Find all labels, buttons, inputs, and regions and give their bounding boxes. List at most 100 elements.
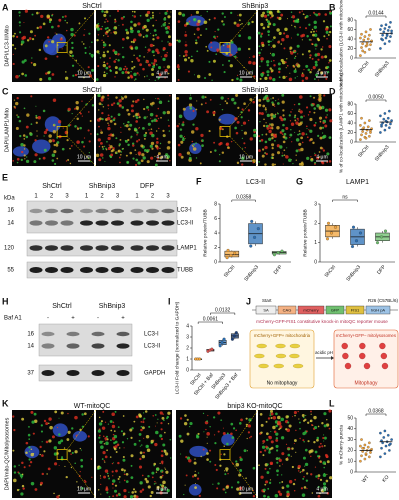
speckle bbox=[97, 65, 99, 67]
speckle bbox=[116, 443, 120, 447]
speckle bbox=[17, 115, 20, 119]
speckle bbox=[144, 477, 148, 481]
speckle bbox=[267, 40, 271, 43]
speckle bbox=[313, 107, 317, 110]
speckle bbox=[259, 35, 263, 38]
speckle bbox=[178, 114, 183, 119]
speckle bbox=[90, 458, 93, 460]
speckle bbox=[76, 117, 79, 121]
speckle bbox=[296, 117, 299, 120]
speckle bbox=[305, 125, 308, 128]
speckle bbox=[274, 100, 277, 102]
speckle bbox=[45, 72, 48, 75]
speckle bbox=[25, 156, 28, 158]
speckle bbox=[319, 136, 323, 140]
speckle bbox=[155, 482, 157, 484]
speckle bbox=[162, 23, 166, 27]
scale-bar-label: 4 μm bbox=[316, 154, 327, 160]
speckle bbox=[100, 27, 103, 31]
p-value: 0.0358 bbox=[236, 194, 252, 200]
speckle bbox=[132, 14, 134, 17]
speckle bbox=[222, 23, 225, 26]
speckle bbox=[281, 474, 283, 476]
speckle bbox=[34, 139, 37, 142]
speckle bbox=[103, 460, 105, 462]
speckle bbox=[273, 36, 276, 39]
data-point bbox=[388, 40, 391, 43]
speckle bbox=[224, 470, 226, 472]
data-point bbox=[383, 452, 387, 455]
speckle bbox=[104, 21, 106, 23]
zoom-line bbox=[66, 52, 97, 83]
speckle bbox=[270, 123, 274, 127]
band bbox=[146, 267, 159, 273]
speckle bbox=[87, 435, 90, 438]
speckle bbox=[20, 492, 24, 496]
panel-label: D bbox=[329, 86, 336, 96]
speckle bbox=[35, 116, 38, 119]
speckle bbox=[219, 141, 223, 145]
speckle bbox=[107, 475, 110, 477]
speckle bbox=[101, 103, 103, 106]
speckle bbox=[314, 53, 318, 57]
data-point bbox=[380, 446, 383, 450]
speckle bbox=[178, 434, 182, 438]
speckle bbox=[105, 10, 109, 14]
speckle bbox=[111, 412, 115, 417]
speckle bbox=[130, 135, 133, 138]
speckle bbox=[326, 65, 330, 69]
speckle bbox=[69, 162, 72, 165]
micrograph bbox=[176, 410, 256, 498]
scale-bar-label: 10 μm bbox=[239, 154, 253, 160]
speckle bbox=[281, 38, 285, 42]
speckle bbox=[225, 467, 229, 471]
speckle bbox=[156, 137, 159, 140]
speckle bbox=[100, 98, 104, 102]
lane-number: 3 bbox=[65, 194, 69, 200]
speckle bbox=[284, 27, 288, 32]
speckle bbox=[296, 44, 300, 48]
x-tick-label: ShBnip3 bbox=[374, 144, 391, 163]
speckle bbox=[40, 424, 43, 427]
speckle bbox=[191, 130, 195, 134]
speckle bbox=[143, 107, 146, 111]
speckle bbox=[15, 101, 19, 106]
speckle bbox=[143, 116, 147, 120]
speckle bbox=[276, 16, 279, 19]
speckle bbox=[169, 28, 171, 31]
x-tick-label: ShCtrl bbox=[357, 144, 371, 159]
speckle bbox=[264, 483, 267, 486]
speckle bbox=[151, 133, 155, 138]
speckle bbox=[298, 418, 300, 420]
speckle bbox=[293, 489, 296, 492]
speckle bbox=[271, 136, 274, 140]
speckle bbox=[169, 95, 171, 97]
speckle bbox=[53, 446, 58, 450]
speckle bbox=[132, 488, 136, 491]
speckle bbox=[282, 123, 285, 127]
speckle bbox=[176, 39, 179, 42]
speckle bbox=[144, 46, 147, 48]
speckle bbox=[263, 96, 267, 100]
speckle bbox=[125, 480, 129, 483]
speckle bbox=[63, 447, 66, 449]
speckle bbox=[241, 22, 243, 25]
speckle bbox=[64, 465, 66, 468]
speckle bbox=[184, 43, 188, 47]
speckle bbox=[23, 22, 25, 24]
speckle bbox=[96, 133, 99, 136]
speckle bbox=[20, 43, 23, 46]
speckle bbox=[163, 419, 165, 422]
band-label: LC3-II bbox=[144, 344, 161, 350]
speckle bbox=[103, 145, 106, 148]
speckle bbox=[80, 458, 84, 462]
speckle bbox=[260, 32, 264, 35]
speckle bbox=[22, 487, 25, 490]
speckle bbox=[270, 417, 273, 419]
speckle bbox=[120, 16, 124, 20]
speckle bbox=[154, 144, 158, 148]
speckle bbox=[133, 23, 137, 27]
speckle bbox=[192, 109, 195, 112]
speckle bbox=[27, 433, 31, 437]
speckle bbox=[290, 111, 292, 113]
